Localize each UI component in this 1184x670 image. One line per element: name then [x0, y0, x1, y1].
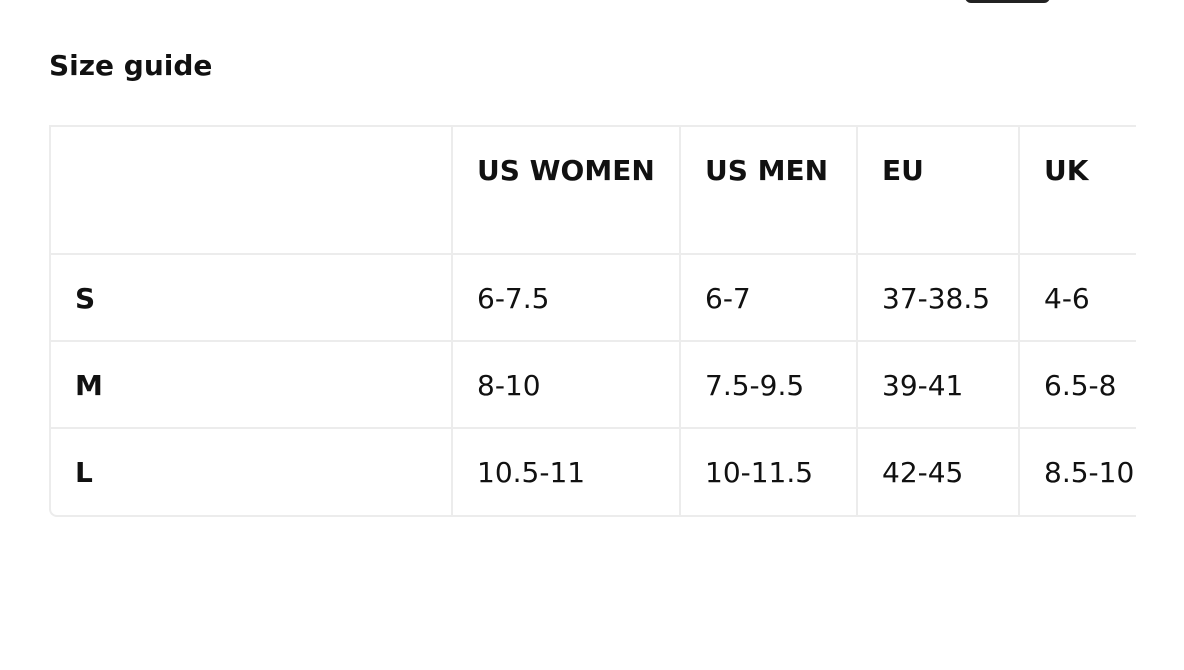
size-table: US WOMEN US MEN EU UK S 6-7.5 6-7 37-38.5 4-6 M 8…: [51, 127, 1136, 515]
header-row: US WOMEN US MEN EU UK: [51, 127, 1136, 255]
table-cell: 10-11.5: [680, 428, 858, 515]
table-cell: 10.5-11: [452, 428, 681, 515]
table-row: M 8-10 7.5-9.5 39-41 6.5-8: [51, 341, 1136, 429]
column-header: US WOMEN: [452, 127, 681, 255]
table-row: L 10.5-11 10-11.5 42-45 8.5-10: [51, 428, 1136, 515]
column-header: US MEN: [680, 127, 858, 255]
table-cell: 6-7.5: [452, 254, 681, 342]
table-cell: 42-45: [857, 428, 1020, 515]
column-header: UK: [1019, 127, 1136, 255]
table-cell: 6.5-8: [1019, 341, 1136, 429]
table-cell: 8-10: [452, 341, 681, 429]
table-cell: 39-41: [857, 341, 1020, 429]
table-row: S 6-7.5 6-7 37-38.5 4-6: [51, 254, 1136, 342]
table-cell: 37-38.5: [857, 254, 1020, 342]
row-label: M: [51, 341, 453, 429]
table-cell: 4-6: [1019, 254, 1136, 342]
table-cell: 6-7: [680, 254, 858, 342]
table-cell: 8.5-10: [1019, 428, 1136, 515]
table-container: US WOMEN US MEN EU UK S 6-7.5 6-7 37-38.5 4-6 M 8…: [49, 125, 1136, 517]
button[interactable]: [965, 0, 1050, 3]
table-body: S 6-7.5 6-7 37-38.5 4-6 M 8-10 7.5-9.5 39-41 6.5-…: [51, 254, 1136, 515]
corner-cell: [51, 127, 453, 255]
title: Size guide: [49, 49, 213, 82]
row-label: L: [51, 428, 453, 515]
row-label: S: [51, 254, 453, 342]
column-header: EU: [857, 127, 1020, 255]
table-cell: 7.5-9.5: [680, 341, 858, 429]
